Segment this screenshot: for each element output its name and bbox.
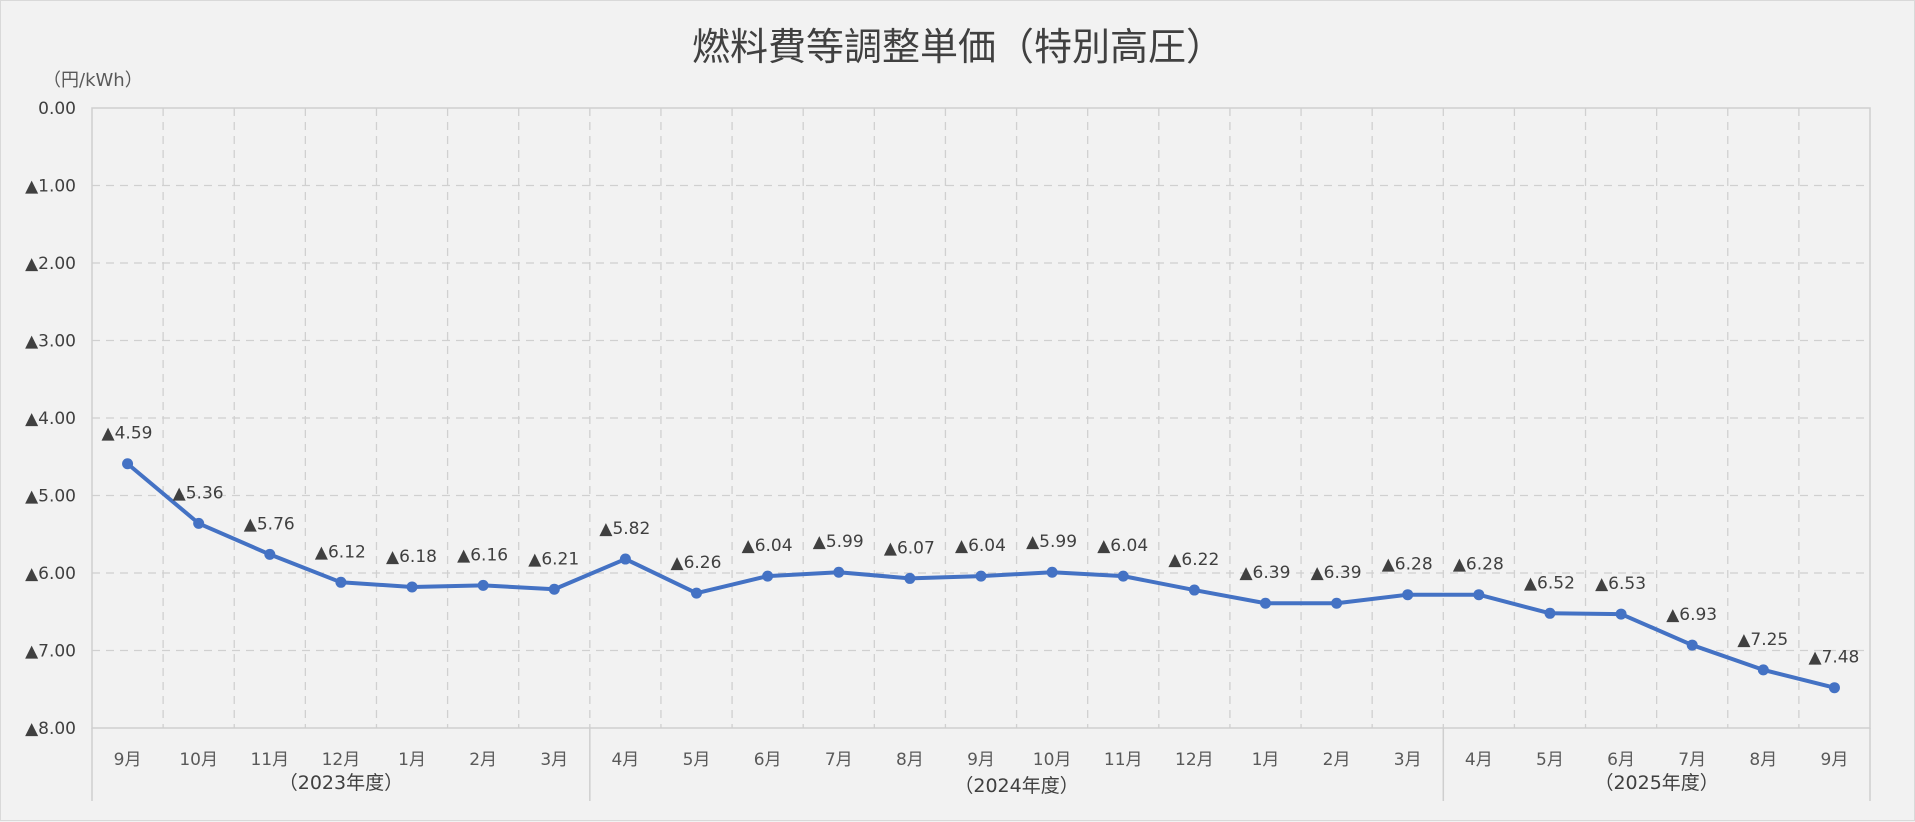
data-point [619, 553, 631, 565]
data-point [1544, 607, 1556, 619]
data-point [1046, 566, 1058, 578]
chart-title: 燃料費等調整単価（特別高圧） [692, 25, 1224, 69]
y-tick-label: ▲7.00 [25, 642, 76, 662]
x-group-label: （2024年度） [954, 775, 1078, 797]
data-label: ▲6.53 [1595, 574, 1646, 594]
data-label: ▲5.36 [173, 483, 224, 503]
y-tick-label: ▲3.00 [25, 332, 76, 352]
x-tick-label: 7月 [1678, 750, 1706, 770]
data-point [1117, 570, 1129, 582]
x-tick-label: 9月 [1821, 750, 1849, 770]
x-tick-label: 2月 [469, 750, 497, 770]
x-tick-label: 12月 [322, 750, 361, 770]
data-point [1331, 597, 1343, 609]
x-tick-label: 6月 [754, 750, 782, 770]
x-tick-label: 5月 [683, 750, 711, 770]
data-point [406, 581, 418, 593]
data-point [1686, 639, 1698, 651]
data-point [1615, 608, 1627, 620]
x-tick-label: 10月 [179, 750, 218, 770]
data-label: ▲6.28 [1382, 555, 1433, 575]
data-label: ▲5.76 [244, 514, 295, 534]
data-label: ▲5.99 [813, 532, 864, 552]
data-label: ▲7.48 [1808, 648, 1859, 668]
x-tick-label: 3月 [1394, 750, 1422, 770]
x-tick-label: 12月 [1175, 750, 1214, 770]
data-point [335, 576, 347, 588]
y-tick-label: ▲5.00 [25, 487, 76, 507]
data-point [1402, 589, 1414, 601]
data-label: ▲6.07 [884, 538, 935, 558]
data-label: ▲7.25 [1737, 630, 1788, 650]
data-label: ▲6.12 [315, 542, 366, 562]
x-tick-label: 9月 [114, 750, 142, 770]
data-label: ▲6.22 [1168, 550, 1219, 570]
data-point [1757, 664, 1769, 676]
data-point [904, 572, 916, 584]
data-label: ▲6.28 [1453, 555, 1504, 575]
x-group-label: （2025年度） [1594, 772, 1718, 794]
x-tick-label: 5月 [1536, 750, 1564, 770]
data-point [122, 458, 134, 470]
data-label: ▲5.99 [1026, 532, 1077, 552]
data-point [762, 570, 774, 582]
data-label: ▲6.04 [1097, 536, 1148, 556]
x-tick-label: 8月 [896, 750, 924, 770]
y-axis-unit-label: （円/kWh） [43, 70, 143, 91]
data-label: ▲6.26 [671, 553, 722, 573]
data-point [1828, 682, 1840, 694]
data-point [193, 517, 205, 529]
data-point [833, 566, 845, 578]
data-point [477, 579, 489, 591]
data-label: ▲6.21 [528, 549, 579, 569]
data-label: ▲5.82 [599, 519, 650, 539]
x-group-label: （2023年度） [279, 772, 403, 794]
data-label: ▲6.39 [1311, 563, 1362, 583]
x-tick-label: 1月 [398, 750, 426, 770]
x-tick-label: 1月 [1252, 750, 1280, 770]
x-tick-label: 4月 [611, 750, 639, 770]
y-tick-label: ▲8.00 [25, 719, 76, 739]
x-tick-label: 3月 [540, 750, 568, 770]
x-tick-label: 10月 [1033, 750, 1072, 770]
y-tick-label: ▲4.00 [25, 409, 76, 429]
data-point [1473, 589, 1485, 601]
x-tick-label: 8月 [1749, 750, 1777, 770]
data-label: ▲6.39 [1239, 563, 1290, 583]
data-label: ▲6.04 [955, 536, 1006, 556]
data-point [975, 570, 987, 582]
x-tick-label: 4月 [1465, 750, 1493, 770]
data-label: ▲6.04 [742, 536, 793, 556]
plot-area-frame [91, 107, 1871, 729]
y-tick-label: ▲6.00 [25, 564, 76, 584]
data-label: ▲6.52 [1524, 573, 1575, 593]
x-tick-label: 11月 [1104, 750, 1143, 770]
data-label: ▲6.93 [1666, 605, 1717, 625]
data-point [548, 583, 560, 595]
x-tick-label: 7月 [825, 750, 853, 770]
data-point [691, 587, 703, 599]
data-label: ▲6.16 [457, 545, 508, 565]
x-tick-label: 6月 [1607, 750, 1635, 770]
x-tick-label: 11月 [250, 750, 289, 770]
y-tick-label: 0.00 [38, 99, 76, 119]
data-point [264, 548, 276, 560]
y-tick-label: ▲1.00 [25, 177, 76, 197]
data-label: ▲6.18 [386, 547, 437, 567]
x-tick-label: 9月 [967, 750, 995, 770]
data-point [1259, 597, 1271, 609]
data-label: ▲4.59 [102, 424, 153, 444]
x-tick-label: 2月 [1323, 750, 1351, 770]
y-tick-label: ▲2.00 [25, 254, 76, 274]
data-point [1188, 584, 1200, 596]
